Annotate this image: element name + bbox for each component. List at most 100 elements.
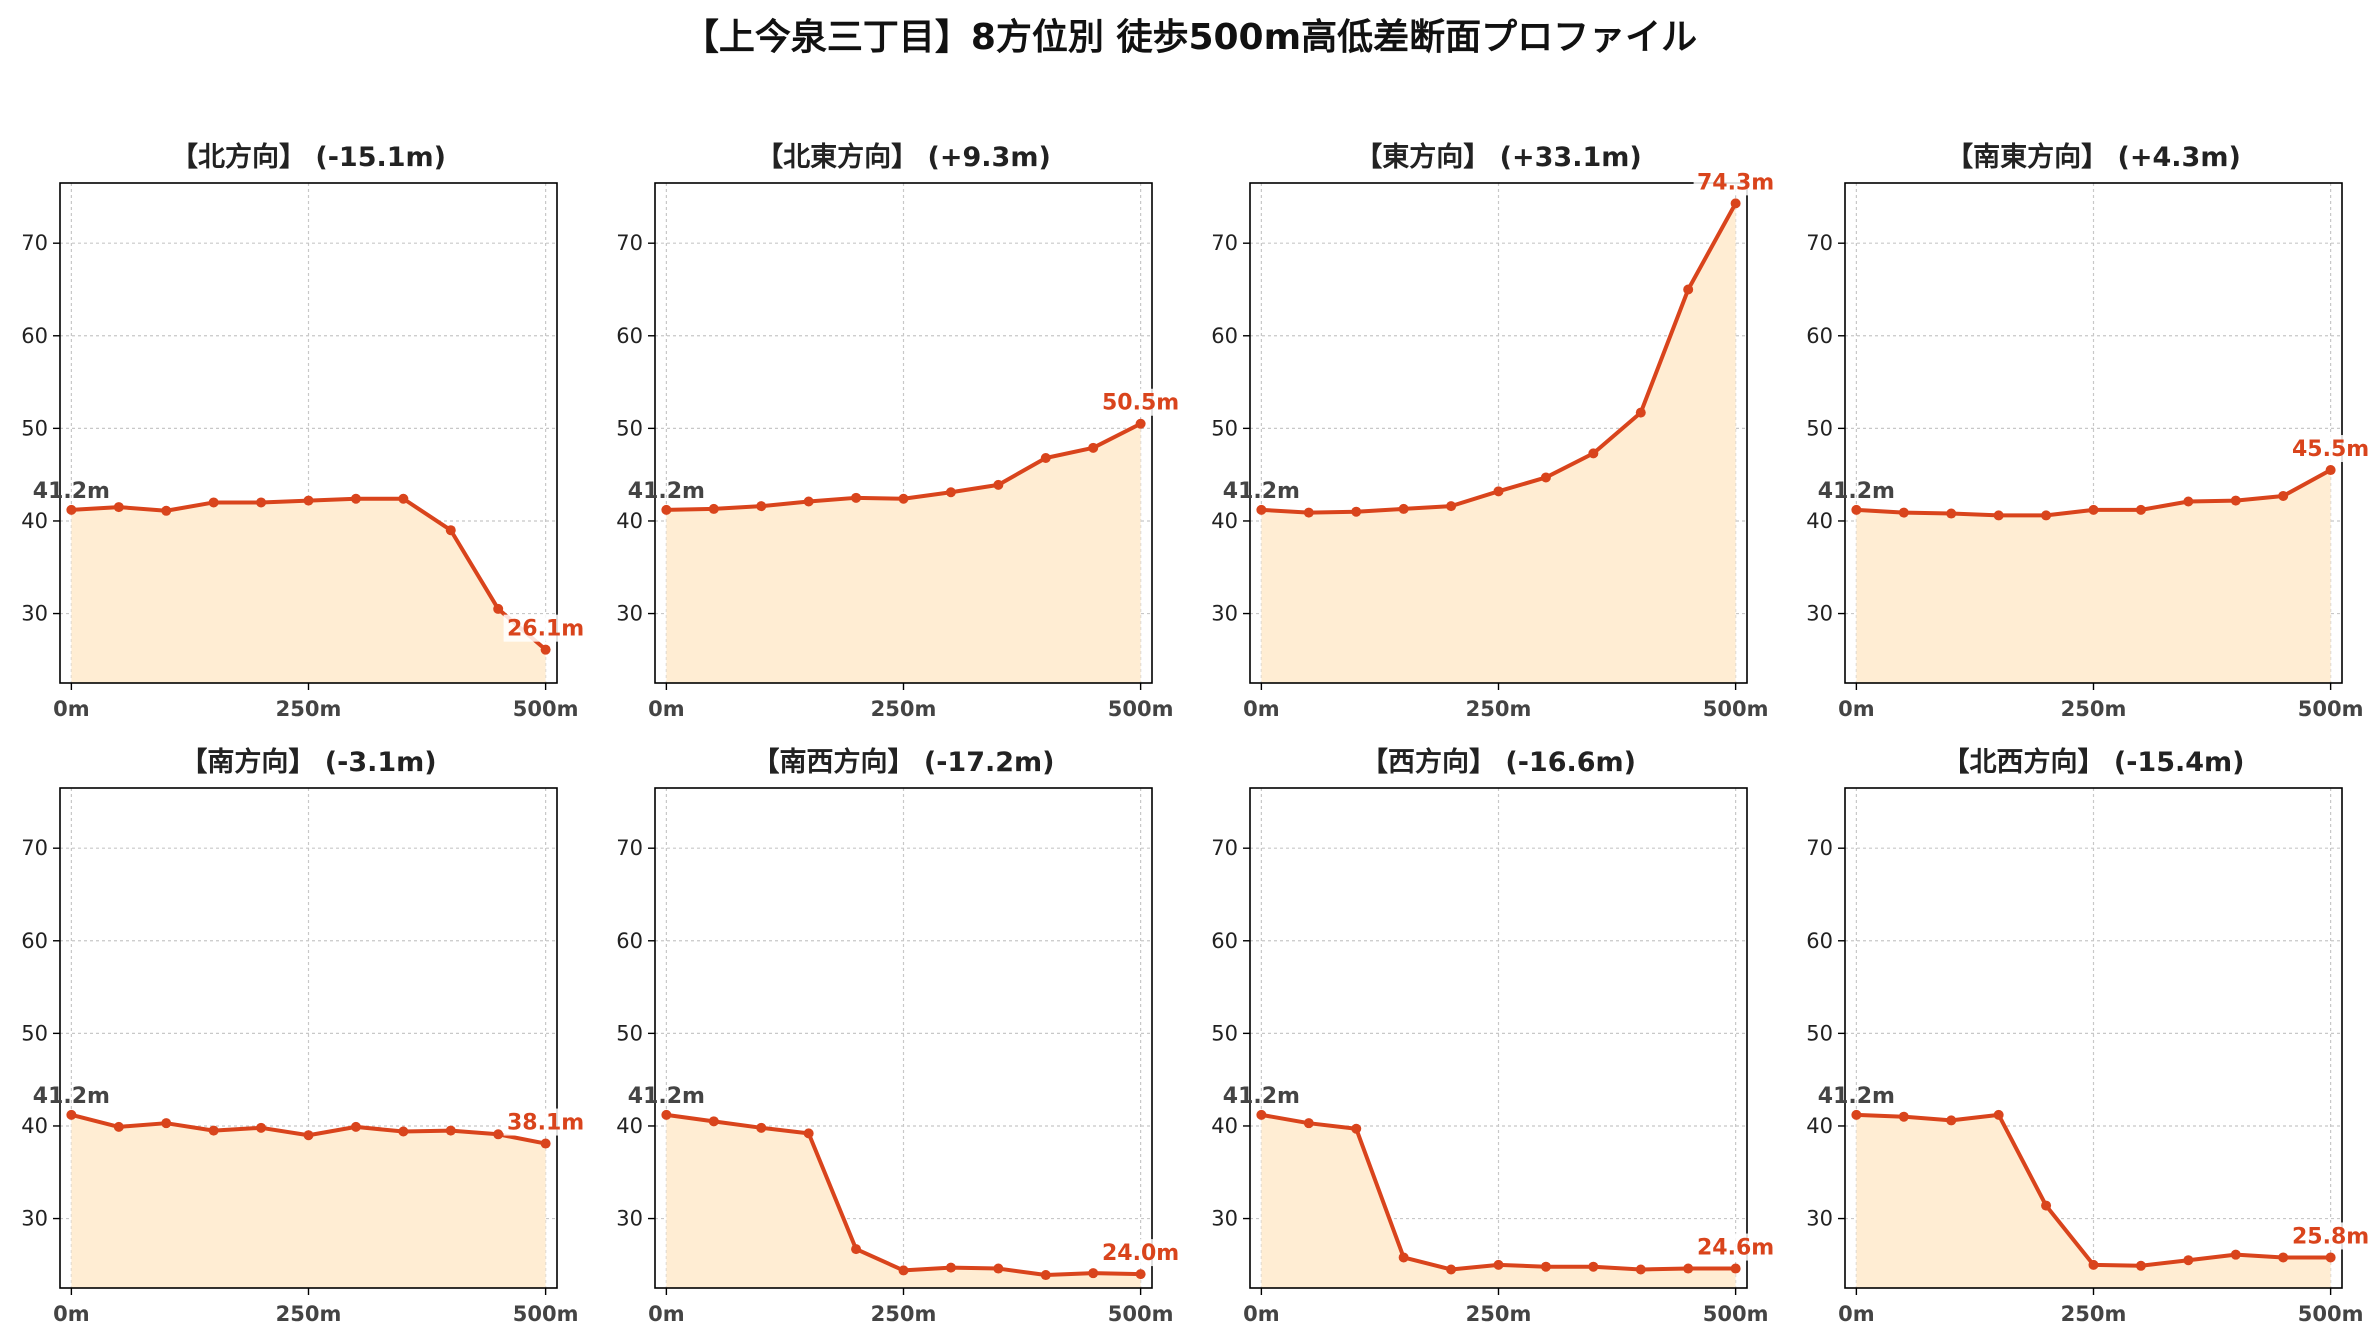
data-point [1730, 1263, 1741, 1274]
data-point [1040, 1270, 1051, 1281]
x-tick-label: 0m [648, 697, 685, 721]
data-point [208, 1125, 219, 1136]
y-tick-label: 30 [1211, 602, 1238, 626]
start-elevation-label: 41.2m [1818, 1084, 1895, 1109]
data-point [898, 1265, 909, 1276]
start-elevation-label: 41.2m [1223, 479, 1300, 504]
data-point [1256, 504, 1267, 515]
chart-panel-5: 【南西方向】 (-17.2m) 30 40 50 60 70 0m 250m 500m 41.2m… [616, 746, 1183, 1326]
y-tick-label: 30 [616, 602, 643, 626]
x-tick-label: 250m [871, 1302, 937, 1326]
x-tick-label: 500m [1108, 1302, 1174, 1326]
data-point [350, 1121, 361, 1132]
data-point [945, 1262, 956, 1273]
data-point [851, 492, 862, 503]
x-tick-label: 500m [2298, 697, 2364, 721]
x-tick-label: 0m [53, 1302, 90, 1326]
data-point [1398, 1252, 1409, 1263]
y-tick-label: 40 [1806, 509, 1833, 533]
y-tick-label: 60 [1806, 929, 1833, 953]
end-elevation-label: 74.3m [1697, 170, 1774, 195]
data-point [1493, 486, 1504, 497]
data-point [1256, 1109, 1267, 1120]
data-point [1635, 1264, 1646, 1275]
y-tick-label: 70 [1806, 231, 1833, 255]
y-tick-label: 60 [1211, 929, 1238, 953]
y-tick-label: 70 [1211, 231, 1238, 255]
data-point [1683, 1263, 1694, 1274]
y-tick-label: 50 [1211, 1021, 1238, 1045]
y-tick-label: 40 [21, 509, 48, 533]
y-tick-label: 60 [21, 929, 48, 953]
data-point [1135, 1269, 1146, 1280]
x-tick-label: 500m [513, 1302, 579, 1326]
y-tick-label: 30 [21, 1207, 48, 1231]
end-elevation-label: 24.6m [1697, 1236, 1774, 1261]
data-point [1303, 507, 1314, 518]
data-point [898, 493, 909, 504]
data-point [1540, 472, 1551, 483]
x-tick-label: 0m [1838, 1302, 1875, 1326]
panel-title: 【南方向】 (-3.1m) [180, 746, 436, 778]
data-point [1993, 1109, 2004, 1120]
data-point [113, 502, 124, 513]
x-tick-label: 500m [1108, 697, 1174, 721]
panel-title: 【西方向】 (-16.6m) [1361, 746, 1636, 778]
x-tick-label: 0m [1243, 697, 1280, 721]
data-point [161, 505, 172, 516]
data-point [66, 1109, 77, 1120]
data-point [1351, 506, 1362, 517]
data-point [1540, 1261, 1551, 1272]
data-point [303, 495, 314, 506]
data-point [993, 1263, 1004, 1274]
data-point [2183, 1255, 2194, 1266]
panel-title: 【南西方向】 (-17.2m) [752, 746, 1054, 778]
data-point [661, 1109, 672, 1120]
y-tick-label: 60 [1211, 324, 1238, 348]
data-point [708, 503, 719, 514]
y-tick-label: 30 [1806, 602, 1833, 626]
y-tick-label: 50 [616, 416, 643, 440]
y-tick-label: 30 [1806, 1207, 1833, 1231]
y-tick-label: 40 [1211, 509, 1238, 533]
data-point [2230, 1249, 2241, 1260]
start-elevation-label: 41.2m [33, 479, 110, 504]
data-point [1946, 508, 1957, 519]
x-tick-label: 500m [2298, 1302, 2364, 1326]
y-tick-label: 50 [1806, 416, 1833, 440]
elevation-area [71, 498, 546, 683]
x-tick-label: 500m [513, 697, 579, 721]
data-point [803, 496, 814, 507]
data-point [993, 479, 1004, 490]
x-tick-label: 250m [276, 697, 342, 721]
data-point [1851, 504, 1862, 515]
data-point [1135, 418, 1146, 429]
data-point [1351, 1123, 1362, 1134]
chart-panel-1: 【北東方向】 (+9.3m) 30 40 50 60 70 0m 250m 500m 41.2m 5… [616, 141, 1183, 721]
data-point [803, 1128, 814, 1139]
elevation-area [666, 423, 1141, 683]
y-tick-label: 70 [21, 836, 48, 860]
y-tick-label: 40 [616, 1114, 643, 1138]
end-label-background [1098, 1239, 1183, 1267]
start-elevation-label: 41.2m [1223, 1084, 1300, 1109]
y-tick-label: 30 [616, 1207, 643, 1231]
elevation-area [1856, 470, 2331, 683]
end-elevation-label: 38.1m [507, 1111, 584, 1136]
elevation-area [1856, 1114, 2331, 1288]
data-point [2183, 496, 2194, 507]
x-tick-label: 0m [1243, 1302, 1280, 1326]
y-tick-label: 50 [616, 1021, 643, 1045]
end-label-background [1693, 168, 1778, 196]
data-point [945, 487, 956, 498]
y-tick-label: 60 [21, 324, 48, 348]
data-point [1588, 448, 1599, 459]
data-point [2325, 465, 2336, 476]
panel-title: 【南東方向】 (+4.3m) [1946, 141, 2241, 173]
figure-title: 【上今泉三丁目】8方位別 徒歩500m高低差断面プロファイル [682, 17, 1698, 58]
data-point [208, 497, 219, 508]
data-point [1446, 501, 1457, 512]
x-tick-label: 0m [648, 1302, 685, 1326]
data-point [1635, 407, 1646, 418]
